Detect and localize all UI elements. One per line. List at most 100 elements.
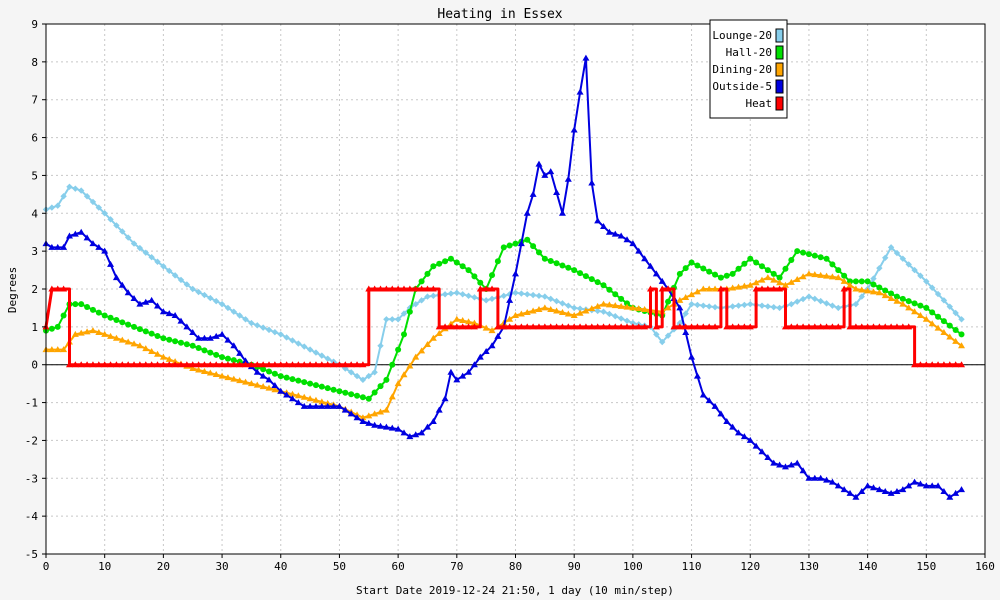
lounge-20-point — [218, 300, 226, 308]
outside-5-point — [324, 402, 332, 409]
heat-point — [541, 323, 549, 330]
hall-20-point — [753, 259, 760, 266]
lounge-20-point — [430, 292, 437, 300]
heat-point — [247, 361, 255, 368]
hall-20-point — [477, 279, 484, 286]
dining-20-point — [224, 374, 232, 381]
outside-5-point — [400, 429, 408, 436]
heat-point — [318, 361, 326, 368]
lounge-20-point — [48, 204, 56, 211]
dining-20-point — [758, 276, 766, 283]
outside-5-point — [623, 236, 631, 243]
hall-20-point — [166, 336, 173, 343]
heat-point — [412, 285, 420, 292]
lounge-20-point — [794, 298, 801, 305]
lounge-20-point — [576, 305, 584, 312]
outside-5-point — [453, 376, 461, 383]
hall-20-point — [876, 284, 883, 291]
outside-5-point — [465, 368, 473, 375]
heat-point — [418, 285, 426, 292]
lounge-20-point — [119, 228, 126, 235]
heat-point — [288, 361, 296, 368]
outside-5-point — [676, 304, 684, 311]
dining-20-point — [558, 308, 566, 315]
outside-5-point — [476, 353, 484, 360]
outside-5-point — [71, 230, 79, 237]
heat-point — [946, 361, 954, 368]
heat-point — [617, 323, 625, 330]
heat-point — [723, 323, 731, 330]
heat-point — [60, 285, 68, 292]
lounge-20-point — [107, 216, 114, 223]
dining-20-point — [236, 377, 244, 384]
hall-20-point — [530, 243, 537, 250]
outside-5-point — [48, 243, 56, 250]
hall-20-point — [612, 291, 619, 298]
heat-point — [159, 361, 167, 368]
hall-20-point — [858, 278, 865, 285]
outside-5-point — [958, 486, 966, 493]
outside-5-point — [136, 300, 144, 307]
hall-20-point — [295, 377, 302, 384]
hall-20-point — [600, 282, 607, 289]
heat-point — [124, 361, 132, 368]
dining-20-point — [641, 305, 649, 312]
heat-point — [335, 361, 343, 368]
heat-point — [341, 361, 349, 368]
lounge-20-point — [324, 355, 331, 362]
dining-20-point — [934, 324, 942, 331]
lounge-20-point — [189, 285, 196, 293]
heat-point — [371, 285, 379, 292]
hall-20-point — [230, 357, 237, 364]
x-axis-label: Start Date 2019-12-24 21:50, 1 day (10 m… — [356, 584, 674, 597]
outside-5-point — [646, 262, 654, 269]
outside-5-point — [582, 54, 590, 61]
dining-20-point — [693, 288, 701, 295]
outside-5-point — [95, 243, 103, 250]
hall-20-point — [747, 255, 754, 262]
heat-point — [394, 285, 402, 292]
lounge-20-point — [365, 372, 372, 380]
lounge-20-point — [653, 331, 660, 338]
outside-5-point — [916, 480, 924, 487]
hall-20-point — [136, 326, 143, 333]
hall-20-point — [788, 256, 795, 263]
hall-20-point — [624, 300, 631, 307]
lounge-20-point — [371, 369, 378, 376]
hall-20-point — [453, 259, 460, 266]
hall-20-point — [189, 342, 196, 349]
hall-20-point — [301, 379, 308, 386]
heat-point — [535, 323, 543, 330]
legend: Lounge-20 Hall-20 Dining-20 Outside-5 Heat — [709, 19, 788, 119]
hall-20-point — [917, 302, 924, 309]
outside-5-point — [735, 429, 743, 436]
hall-20-point — [559, 262, 566, 269]
heat-point — [83, 361, 91, 368]
heat-point — [811, 323, 819, 330]
outside-5-point — [318, 402, 326, 409]
lounge-20-point — [735, 302, 742, 309]
heat-point — [171, 361, 179, 368]
dining-20-point — [928, 320, 936, 327]
legend-label-heat: Heat — [746, 97, 773, 110]
lounge-20-point — [277, 331, 284, 338]
outside-5-point — [600, 223, 608, 230]
outside-5-point — [547, 168, 555, 175]
hall-20-point — [606, 286, 613, 293]
heat-point — [934, 361, 942, 368]
lounge-20-point — [171, 272, 179, 279]
heat-point — [136, 361, 144, 368]
lounge-20-point — [946, 303, 953, 310]
dining-20-point — [852, 285, 860, 292]
heat-point — [664, 285, 672, 292]
heat-point — [869, 323, 877, 330]
outside-5-point — [206, 334, 214, 341]
hall-20-point — [48, 325, 55, 332]
hall-20-point — [706, 268, 713, 275]
dining-20-point — [189, 365, 197, 371]
outside-5-point — [118, 281, 126, 288]
outside-5-point — [294, 399, 302, 406]
hall-20-point — [676, 270, 683, 277]
x-tick-label: 60 — [392, 560, 405, 573]
heat-point — [699, 323, 707, 330]
